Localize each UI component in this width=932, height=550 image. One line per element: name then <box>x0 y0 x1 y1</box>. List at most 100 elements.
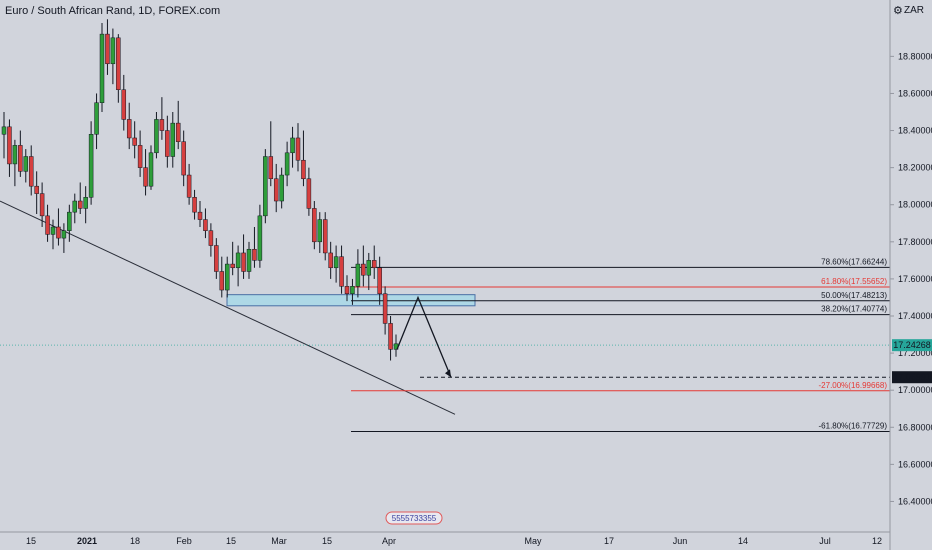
candle-body <box>170 122 176 157</box>
candle-body <box>175 122 181 142</box>
x-tick-label: 17 <box>604 536 614 546</box>
candle-body <box>317 219 323 243</box>
candle-body <box>99 33 105 103</box>
time-axis[interactable]: 15 2021 18 Feb 15 Mar 15 Apr May 17 Jun 14 Jul 12 <box>0 531 890 546</box>
y-tick-label: 17.80000 <box>898 237 932 247</box>
y-tick-label: 17.00000 <box>898 385 932 395</box>
x-tick-label: 15 <box>26 536 36 546</box>
trendline <box>0 200 456 415</box>
target-price-label: 17.06991 <box>893 372 931 382</box>
event-marker <box>385 511 443 525</box>
arrow-head-icon <box>445 369 451 378</box>
candle-body <box>18 145 23 172</box>
candle-body <box>39 193 45 217</box>
event-marker-label: 5555733355 <box>392 514 437 523</box>
x-tick-label: Jun <box>673 536 688 546</box>
fib-levels: 78.60%(17.66244) 61.80%(17.55652) 50.00%(1… <box>0 257 890 432</box>
candle-body <box>12 145 18 165</box>
fib-label: 78.60%(17.66244) <box>821 257 887 266</box>
candle-body <box>121 89 127 120</box>
candle-body <box>28 156 34 187</box>
price-axis[interactable]: 18.80000 18.60000 18.40000 18.20000 18.00000… <box>889 0 932 550</box>
x-tick-label: Mar <box>271 536 287 546</box>
x-tick-label: 2021 <box>77 536 97 546</box>
x-tick-label: 18 <box>130 536 140 546</box>
candle-body <box>56 226 61 239</box>
candle-body <box>132 137 137 146</box>
candle-body <box>1 126 7 135</box>
candle-body <box>61 230 67 239</box>
candle-body <box>88 134 94 198</box>
candle-body <box>268 156 274 180</box>
candle-body <box>344 286 350 294</box>
y-tick-label: 18.40000 <box>898 126 932 136</box>
candle-body <box>371 260 377 269</box>
candle-body <box>273 178 279 202</box>
candle-body <box>116 37 121 90</box>
candle-body <box>295 137 301 161</box>
candle-body <box>137 145 143 168</box>
projection-line <box>396 295 452 378</box>
candle-body <box>67 211 72 231</box>
candle-body <box>339 256 344 287</box>
trendline-segment <box>0 200 456 415</box>
x-tick-label: Feb <box>176 536 192 546</box>
candle-body <box>361 263 366 276</box>
candle-body <box>203 219 208 231</box>
candle-body <box>143 167 148 187</box>
candle-body <box>110 37 116 65</box>
candle-body <box>366 260 372 276</box>
candle-body <box>105 33 110 65</box>
candle-body <box>328 252 333 269</box>
x-tick-label: Apr <box>382 536 396 546</box>
y-tick-label: 18.60000 <box>898 88 932 98</box>
x-tick-label: 15 <box>322 536 332 546</box>
candle-body <box>159 119 165 131</box>
price-badges: 17.24268 17.06991 5555733355 <box>385 339 932 525</box>
gear-icon[interactable]: ⚙ <box>893 5 903 17</box>
candle-body <box>72 200 78 213</box>
candle-body <box>186 174 192 198</box>
candle-body <box>284 152 290 176</box>
candle-body <box>235 252 241 269</box>
chart-title: Euro / South African Rand, 1D, FOREX.com <box>5 5 221 17</box>
y-tick-label: 17.20000 <box>898 348 932 358</box>
candle-body <box>208 230 214 246</box>
candle-body <box>7 126 12 165</box>
candle-body <box>252 248 257 261</box>
fib-label: 50.00%(17.48213) <box>821 291 887 300</box>
candle-body <box>290 137 295 154</box>
candle-body <box>23 156 29 172</box>
candle-body <box>77 200 83 209</box>
candle-body <box>322 219 328 254</box>
candle-body <box>197 211 203 220</box>
target-price-badge <box>892 371 932 384</box>
x-tick-label: 12 <box>872 536 882 546</box>
candle-body <box>382 293 388 324</box>
candle-body <box>181 141 186 176</box>
candle-body <box>83 197 88 209</box>
x-tick-label: 15 <box>226 536 236 546</box>
fib-label: 61.80%(17.55652) <box>821 277 887 286</box>
current-price-label: 17.24268 <box>893 340 931 350</box>
candle-body <box>279 174 284 202</box>
supply-zone-rect <box>226 294 476 307</box>
projection-path <box>396 295 452 378</box>
candle-body <box>94 102 99 135</box>
current-price-badge <box>892 339 932 352</box>
candle-body <box>148 152 154 187</box>
candle-body <box>312 208 317 243</box>
candle-body <box>192 197 197 213</box>
candle-body <box>301 159 306 180</box>
fib-label: -61.80%(16.77729) <box>819 421 888 430</box>
candle-body <box>45 215 50 235</box>
x-tick-label: Jul <box>819 536 831 546</box>
candle-body <box>388 323 393 350</box>
candle-body <box>257 215 263 261</box>
x-tick-label: May <box>524 536 542 546</box>
y-tick-label: 18.00000 <box>898 200 932 210</box>
candles <box>1 19 399 361</box>
candle-body <box>263 156 268 217</box>
y-tick-label: 18.80000 <box>898 51 932 61</box>
